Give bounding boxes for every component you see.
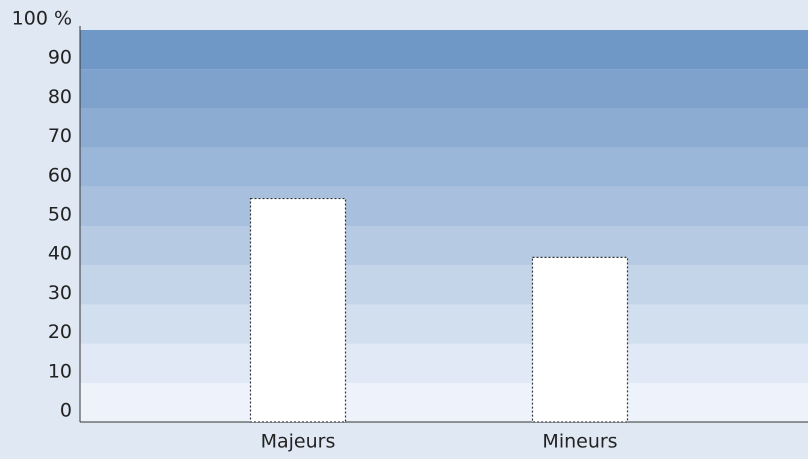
grid-band [80,30,808,70]
x-tick-label: Mineurs [542,431,617,453]
y-tick-label: 60 [48,164,72,186]
y-tick-label: 50 [48,204,72,226]
grid-band [80,265,808,305]
grid-band [80,147,808,187]
y-tick-label: 100 % [12,8,72,30]
y-tick-label: 30 [48,282,72,304]
y-tick-label: 40 [48,243,72,265]
y-tick-label: 0 [60,400,72,422]
grid-band [80,226,808,266]
y-tick-label: 10 [48,360,72,382]
grid-band [80,69,808,109]
y-tick-label: 90 [48,47,72,69]
grid-band [80,304,808,344]
grid-band [80,108,808,148]
y-tick-label: 20 [48,321,72,343]
bar [531,256,629,423]
y-tick-label: 70 [48,125,72,147]
grid-band [80,186,808,226]
grid-band [80,382,808,422]
bar [249,197,347,423]
x-tick-label: Majeurs [261,431,336,453]
grid-band [80,343,808,383]
y-tick-label: 80 [48,86,72,108]
